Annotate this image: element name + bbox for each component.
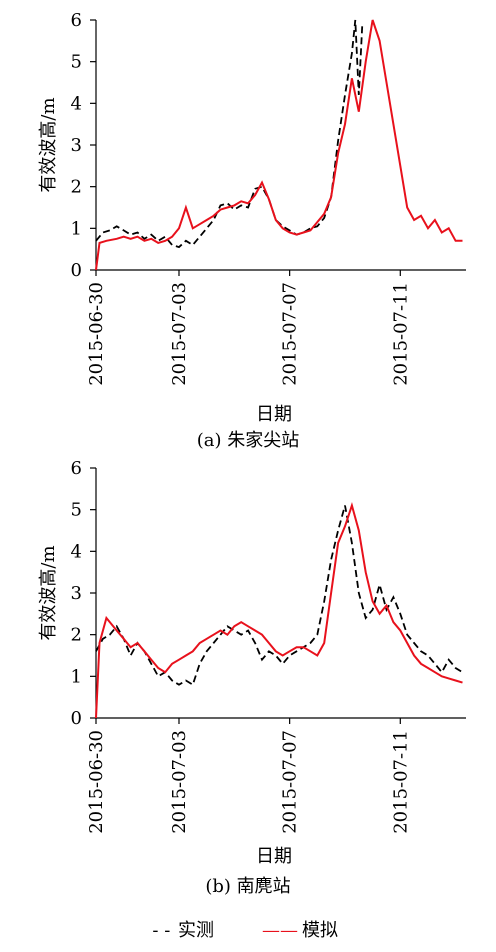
x-tick-label: 2015-06-30 xyxy=(86,730,107,834)
x-tick-label: 2015-07-11 xyxy=(390,730,411,834)
chart-caption: (b) 南麂站 xyxy=(205,876,290,897)
simulated-series-line xyxy=(95,19,463,271)
legend: - - 实测 —— 模拟 xyxy=(152,920,338,941)
x-tick-label: 2015-07-07 xyxy=(280,730,301,834)
x-tick-label: 2015-07-11 xyxy=(390,282,411,386)
x-axis-label: 日期 xyxy=(256,404,292,425)
y-ticks: 0 1 2 3 4 5 6 xyxy=(71,10,96,281)
x-axis-label: 日期 xyxy=(256,846,292,867)
legend-observed-marker: - - xyxy=(152,920,176,941)
series-lines xyxy=(95,19,463,271)
y-axis-label: 有效波高/m xyxy=(38,97,59,192)
x-ticks: 2015-06-30 2015-07-03 2015-07-07 2015-07-11 xyxy=(86,718,411,834)
legend-observed-label: 实测 xyxy=(178,920,214,941)
observed-series-line xyxy=(95,19,364,249)
y-tick-label: 1 xyxy=(71,218,82,239)
y-tick-label: 5 xyxy=(71,500,82,521)
x-ticks: 2015-06-30 2015-07-03 2015-07-07 2015-07-11 xyxy=(86,270,411,386)
y-tick-label: 5 xyxy=(71,52,82,73)
y-tick-label: 2 xyxy=(71,625,82,646)
y-tick-label: 4 xyxy=(71,93,82,114)
y-tick-label: 1 xyxy=(71,666,82,687)
legend-simulated-label: 模拟 xyxy=(302,920,338,941)
simulated-series-line xyxy=(95,502,463,719)
y-tick-label: 4 xyxy=(71,541,82,562)
y-tick-label: 6 xyxy=(71,10,82,31)
x-tick-label: 2015-07-03 xyxy=(169,282,190,386)
y-ticks: 0 1 2 3 4 5 6 xyxy=(71,458,96,729)
legend-simulated-marker: —— xyxy=(262,920,298,941)
y-tick-label: 3 xyxy=(71,135,82,156)
y-tick-label: 0 xyxy=(71,260,82,281)
x-tick-label: 2015-07-07 xyxy=(280,282,301,386)
y-axis-label: 有效波高/m xyxy=(38,545,59,640)
observed-series-line xyxy=(95,505,463,687)
chart-caption: (a) 朱家尖站 xyxy=(197,430,300,451)
y-tick-label: 0 xyxy=(71,708,82,729)
series-lines xyxy=(95,502,463,719)
x-tick-label: 2015-07-03 xyxy=(169,730,190,834)
x-tick-label: 2015-06-30 xyxy=(86,282,107,386)
y-tick-label: 2 xyxy=(71,177,82,198)
y-tick-label: 3 xyxy=(71,583,82,604)
y-tick-label: 6 xyxy=(71,458,82,479)
